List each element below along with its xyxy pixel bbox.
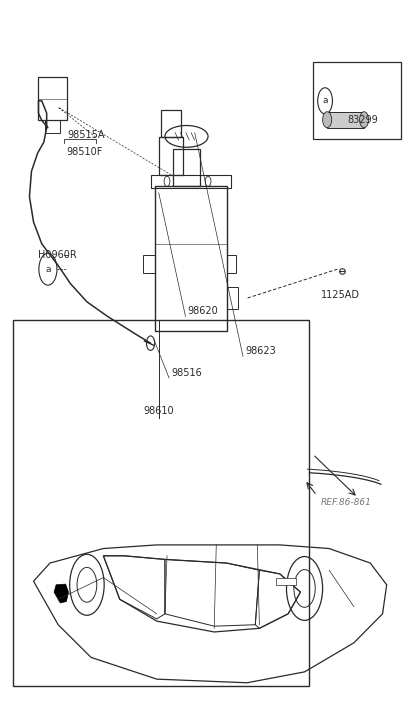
Text: a: a [322,97,328,105]
Bar [227,287,238,309]
Text: 98510F: 98510F [66,147,103,156]
Text: REF.86-861: REF.86-861 [321,498,372,507]
Text: 98623: 98623 [245,346,276,356]
Circle shape [146,336,154,350]
Bar [143,254,154,273]
Text: 98620: 98620 [187,306,218,316]
Bar [154,185,227,331]
Bar [313,63,401,139]
Bar [37,77,67,121]
Bar [13,320,309,686]
Bar [150,174,231,188]
Text: H0960R: H0960R [37,249,76,260]
Text: 98515A: 98515A [68,130,105,140]
Bar [227,254,236,273]
Polygon shape [54,584,68,603]
Bar [159,137,183,174]
Text: 98516: 98516 [171,368,202,378]
Circle shape [360,112,369,128]
Circle shape [323,112,332,128]
Text: 98610: 98610 [143,406,174,416]
Bar [45,121,60,134]
Text: 83299: 83299 [348,116,378,126]
Text: a: a [45,265,51,273]
Polygon shape [276,577,296,585]
Bar [161,110,181,137]
Text: 1125AD: 1125AD [321,289,360,300]
Bar [327,112,364,128]
Bar [173,150,200,185]
